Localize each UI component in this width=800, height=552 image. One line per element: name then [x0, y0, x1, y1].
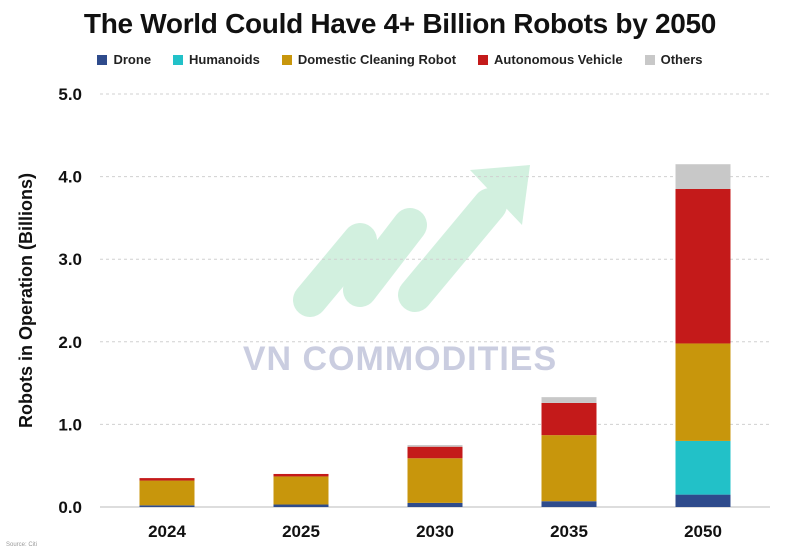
- legend-swatch: [97, 54, 108, 65]
- legend-swatch: [173, 54, 184, 65]
- y-tick-label: 4.0: [58, 168, 82, 187]
- y-axis-label: Robots in Operation (Billions): [16, 173, 36, 428]
- bar-segment: [675, 440, 731, 495]
- bar-segment: [139, 505, 195, 507]
- legend-label: Autonomous Vehicle: [494, 52, 623, 67]
- watermark-stroke: [343, 208, 427, 307]
- bar-segment: [407, 445, 463, 447]
- watermark-text: VN COMMODITIES: [242, 340, 558, 378]
- legend-label: Humanoids: [189, 52, 260, 67]
- bar-segment: [675, 494, 731, 507]
- legend-label: Domestic Cleaning Robot: [297, 52, 457, 67]
- legend-label: Drone: [113, 52, 152, 67]
- x-tick-label: 2024: [148, 522, 186, 541]
- bar-segment: [273, 476, 329, 505]
- bar-segment: [675, 188, 731, 344]
- legend-item: Humanoids: [173, 52, 260, 67]
- bar-segment: [273, 473, 329, 477]
- y-tick-label: 0.0: [58, 498, 82, 517]
- bar-segment: [407, 458, 463, 503]
- watermark-stroke: [293, 223, 377, 317]
- chart-title: The World Could Have 4+ Billion Robots b…: [83, 8, 717, 39]
- bar-segment: [407, 502, 463, 507]
- legend-swatch: [644, 54, 655, 65]
- bar-segment: [541, 397, 597, 403]
- y-tick-label: 5.0: [58, 85, 82, 104]
- x-tick-label: 2035: [550, 522, 588, 541]
- x-tick-label: 2050: [684, 522, 722, 541]
- x-tick-label: 2025: [282, 522, 320, 541]
- legend-label: Others: [660, 52, 703, 67]
- bar-segment: [675, 343, 731, 441]
- bar-segment: [139, 480, 195, 506]
- chart-legend: Drone Humanoids Domestic Cleaning Robot Aut…: [0, 52, 800, 67]
- legend-item: Drone: [97, 52, 151, 67]
- legend-swatch: [281, 54, 292, 65]
- y-tick-label: 1.0: [58, 415, 82, 434]
- bar-segment: [541, 435, 597, 502]
- bar-segment: [273, 504, 329, 507]
- watermark-stroke: [398, 188, 507, 312]
- legend-swatch: [478, 54, 489, 65]
- source-note: Source: Citi: [6, 542, 38, 548]
- legend-item: Domestic Cleaning Robot: [281, 52, 457, 67]
- y-tick-label: 2.0: [58, 333, 82, 352]
- legend-item: Autonomous Vehicle: [478, 52, 623, 67]
- bar-segment: [407, 446, 463, 459]
- watermark-logo: [293, 165, 530, 317]
- bar-segment: [541, 501, 597, 507]
- legend-item: Others: [644, 52, 703, 67]
- bar-segment: [139, 478, 195, 481]
- watermark-arrowhead: [470, 165, 530, 225]
- bar-segment: [675, 164, 731, 189]
- y-tick-label: 3.0: [58, 250, 82, 269]
- bar-segment: [541, 402, 597, 436]
- x-tick-label: 2030: [416, 522, 454, 541]
